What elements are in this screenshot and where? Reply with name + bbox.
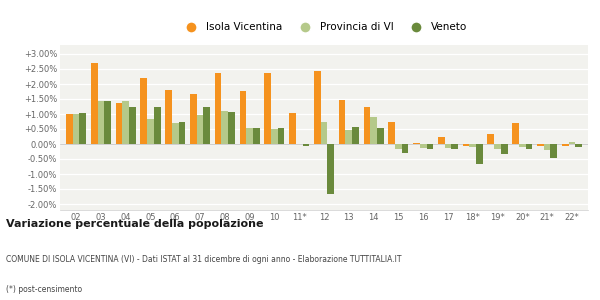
Bar [339, 100, 346, 144]
Bar [197, 115, 203, 144]
Bar [438, 137, 445, 144]
Bar [215, 73, 221, 144]
Bar [278, 128, 284, 144]
Bar [253, 128, 260, 144]
Bar [228, 112, 235, 144]
Bar [494, 144, 501, 149]
Bar [79, 112, 86, 144]
Bar [302, 144, 309, 146]
Bar [364, 107, 370, 144]
Bar [179, 122, 185, 144]
Bar [463, 144, 469, 146]
Bar [98, 100, 104, 144]
Bar [451, 144, 458, 148]
Bar [512, 123, 519, 144]
Bar [501, 144, 508, 154]
Bar [352, 127, 359, 144]
Bar [221, 111, 228, 144]
Bar [562, 144, 569, 146]
Bar [140, 78, 147, 144]
Bar [420, 144, 427, 148]
Bar [239, 91, 246, 144]
Bar [413, 143, 420, 144]
Bar [370, 117, 377, 144]
Bar [265, 74, 271, 144]
Bar [289, 113, 296, 144]
Legend: Isola Vicentina, Provincia di VI, Veneto: Isola Vicentina, Provincia di VI, Veneto [177, 18, 471, 37]
Bar [427, 144, 433, 148]
Bar [104, 100, 111, 144]
Bar [537, 144, 544, 146]
Text: COMUNE DI ISOLA VICENTINA (VI) - Dati ISTAT al 31 dicembre di ogni anno - Elabor: COMUNE DI ISOLA VICENTINA (VI) - Dati IS… [6, 255, 401, 264]
Bar [66, 114, 73, 144]
Bar [271, 129, 278, 144]
Bar [328, 144, 334, 194]
Bar [476, 144, 483, 164]
Bar [388, 122, 395, 144]
Bar [569, 142, 575, 144]
Bar [575, 144, 582, 147]
Bar [346, 130, 352, 144]
Bar [203, 107, 210, 144]
Bar [73, 114, 79, 144]
Bar [172, 123, 179, 144]
Text: Variazione percentuale della popolazione: Variazione percentuale della popolazione [6, 219, 263, 229]
Bar [320, 122, 328, 144]
Bar [165, 90, 172, 144]
Bar [147, 118, 154, 144]
Bar [544, 144, 550, 150]
Bar [91, 63, 98, 144]
Text: (*) post-censimento: (*) post-censimento [6, 285, 82, 294]
Bar [116, 103, 122, 144]
Bar [395, 144, 402, 148]
Bar [377, 128, 383, 144]
Bar [402, 144, 409, 153]
Bar [550, 144, 557, 158]
Bar [469, 144, 476, 147]
Bar [314, 71, 320, 144]
Bar [246, 128, 253, 144]
Bar [487, 134, 494, 144]
Bar [445, 144, 451, 148]
Bar [129, 107, 136, 144]
Bar [526, 144, 532, 149]
Bar [519, 144, 526, 147]
Bar [122, 101, 129, 144]
Bar [154, 107, 161, 144]
Bar [190, 94, 197, 144]
